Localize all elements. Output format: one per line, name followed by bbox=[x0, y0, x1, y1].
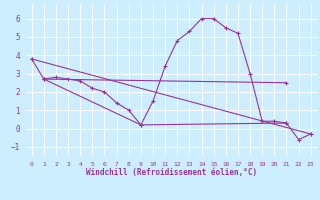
X-axis label: Windchill (Refroidissement éolien,°C): Windchill (Refroidissement éolien,°C) bbox=[86, 168, 257, 177]
